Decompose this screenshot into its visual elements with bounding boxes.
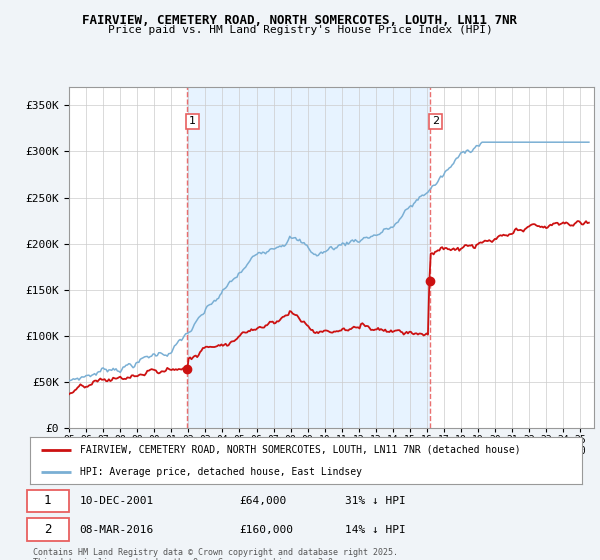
Text: FAIRVIEW, CEMETERY ROAD, NORTH SOMERCOTES, LOUTH, LN11 7NR: FAIRVIEW, CEMETERY ROAD, NORTH SOMERCOTE…	[83, 14, 517, 27]
Text: 14% ↓ HPI: 14% ↓ HPI	[344, 525, 406, 535]
Text: 31% ↓ HPI: 31% ↓ HPI	[344, 496, 406, 506]
Text: 1: 1	[189, 116, 196, 127]
Text: Contains HM Land Registry data © Crown copyright and database right 2025.
This d: Contains HM Land Registry data © Crown c…	[33, 548, 398, 560]
FancyBboxPatch shape	[27, 489, 68, 512]
Text: Price paid vs. HM Land Registry's House Price Index (HPI): Price paid vs. HM Land Registry's House …	[107, 25, 493, 35]
Text: £160,000: £160,000	[240, 525, 294, 535]
Text: 08-MAR-2016: 08-MAR-2016	[80, 525, 154, 535]
Bar	[187, 87, 430, 428]
FancyBboxPatch shape	[27, 519, 68, 541]
Text: 10-DEC-2001: 10-DEC-2001	[80, 496, 154, 506]
Text: 2: 2	[432, 116, 439, 127]
Text: HPI: Average price, detached house, East Lindsey: HPI: Average price, detached house, East…	[80, 466, 362, 477]
Text: £64,000: £64,000	[240, 496, 287, 506]
Text: 2: 2	[44, 523, 52, 536]
Text: FAIRVIEW, CEMETERY ROAD, NORTH SOMERCOTES, LOUTH, LN11 7NR (detached house): FAIRVIEW, CEMETERY ROAD, NORTH SOMERCOTE…	[80, 445, 520, 455]
Text: 1: 1	[44, 494, 52, 507]
